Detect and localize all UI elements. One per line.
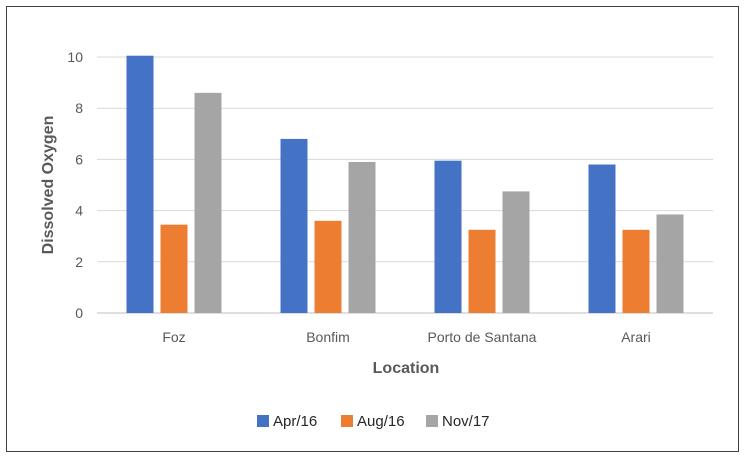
x-axis-ticks: Foz Bonfim Porto de Santana Arari bbox=[162, 329, 650, 345]
y-axis-title: Dissolved Oxygen bbox=[40, 116, 57, 255]
bar bbox=[126, 55, 154, 313]
y-tick-label: 6 bbox=[75, 151, 83, 167]
bar bbox=[468, 229, 496, 313]
y-tick-label: 8 bbox=[75, 100, 83, 116]
y-axis-ticks: 0 2 4 6 8 10 bbox=[67, 49, 83, 321]
bar bbox=[502, 191, 530, 313]
bar bbox=[622, 229, 650, 313]
x-tick-label: Bonfim bbox=[306, 329, 350, 345]
legend-swatch bbox=[257, 415, 269, 427]
legend-label: Nov/17 bbox=[442, 413, 490, 430]
legend-label: Apr/16 bbox=[273, 413, 317, 430]
bar bbox=[160, 224, 188, 313]
y-tick-label: 4 bbox=[75, 203, 83, 219]
x-axis-title: Location bbox=[373, 360, 440, 377]
bar bbox=[348, 161, 376, 313]
bar bbox=[314, 220, 342, 313]
x-tick-label: Porto de Santana bbox=[428, 329, 537, 345]
bar bbox=[280, 138, 308, 313]
legend-swatch bbox=[426, 415, 438, 427]
legend: Apr/16 Aug/16 Nov/17 bbox=[257, 413, 490, 430]
x-tick-label: Arari bbox=[621, 329, 651, 345]
bar bbox=[656, 214, 684, 313]
bar bbox=[588, 164, 616, 313]
bar bbox=[194, 92, 222, 313]
y-tick-label: 0 bbox=[75, 305, 83, 321]
legend-label: Aug/16 bbox=[357, 413, 405, 430]
y-tick-label: 10 bbox=[67, 49, 83, 65]
x-tick-label: Foz bbox=[162, 329, 185, 345]
bars bbox=[126, 55, 684, 313]
y-tick-label: 2 bbox=[75, 254, 83, 270]
bar bbox=[434, 160, 462, 313]
legend-swatch bbox=[341, 415, 353, 427]
gridlines bbox=[97, 56, 713, 314]
